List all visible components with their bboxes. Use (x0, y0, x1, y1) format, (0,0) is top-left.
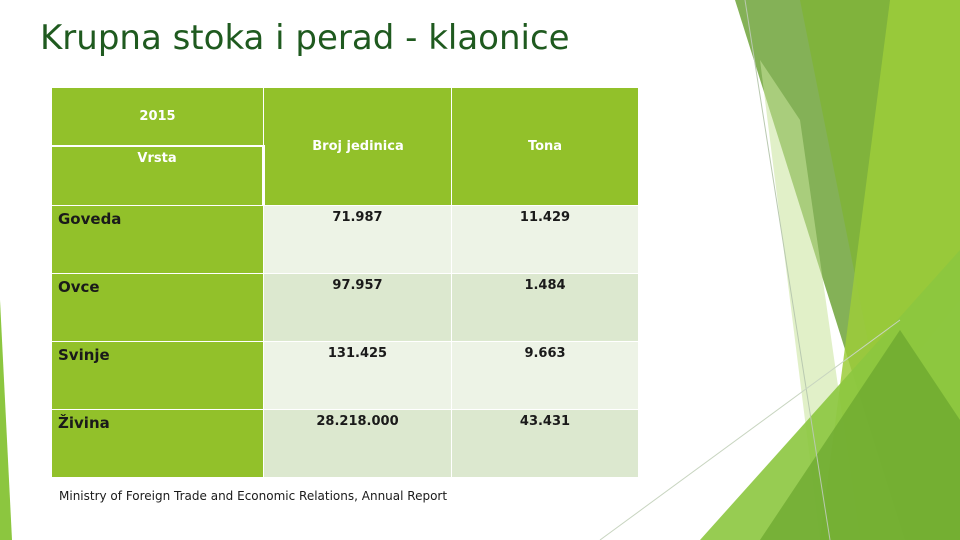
table-row: Svinje 131.425 9.663 (51, 341, 639, 410)
source-note: Ministry of Foreign Trade and Economic R… (59, 489, 448, 503)
cell-tons: 1.484 (451, 273, 639, 342)
row-label: Ovce (51, 273, 264, 342)
table-row: Ovce 97.957 1.484 (51, 273, 639, 342)
header-row-2: Vrsta (51, 144, 639, 206)
header-tona: Tona (451, 87, 639, 206)
slide-title: Krupna stoka i perad - klaonice (40, 18, 570, 58)
row-label: Goveda (51, 205, 264, 274)
livestock-table: 2015 Broj jedinica Tona Vrsta Goveda 71.… (51, 87, 639, 478)
decor-line-1 (744, 0, 831, 540)
decor-shape-left-sliver (0, 300, 12, 540)
cell-tons: 9.663 (451, 341, 639, 410)
header-broj-jedinica: Broj jedinica (263, 87, 452, 206)
cell-units: 28.218.000 (263, 409, 452, 478)
table-row: Goveda 71.987 11.429 (51, 205, 639, 274)
cell-units: 131.425 (263, 341, 452, 410)
decor-line-2 (599, 319, 901, 540)
header-vrsta: Vrsta (51, 144, 265, 206)
header-year: 2015 (51, 87, 264, 146)
cell-tons: 11.429 (451, 205, 639, 274)
row-label: Živina (51, 409, 264, 478)
header-row: 2015 Broj jedinica Tona (51, 87, 639, 206)
cell-tons: 43.431 (451, 409, 639, 478)
cell-units: 71.987 (263, 205, 452, 274)
decor-shape-bottom-dark (760, 330, 960, 540)
cell-units: 97.957 (263, 273, 452, 342)
row-label: Svinje (51, 341, 264, 410)
table-row: Živina 28.218.000 43.431 (51, 409, 639, 478)
